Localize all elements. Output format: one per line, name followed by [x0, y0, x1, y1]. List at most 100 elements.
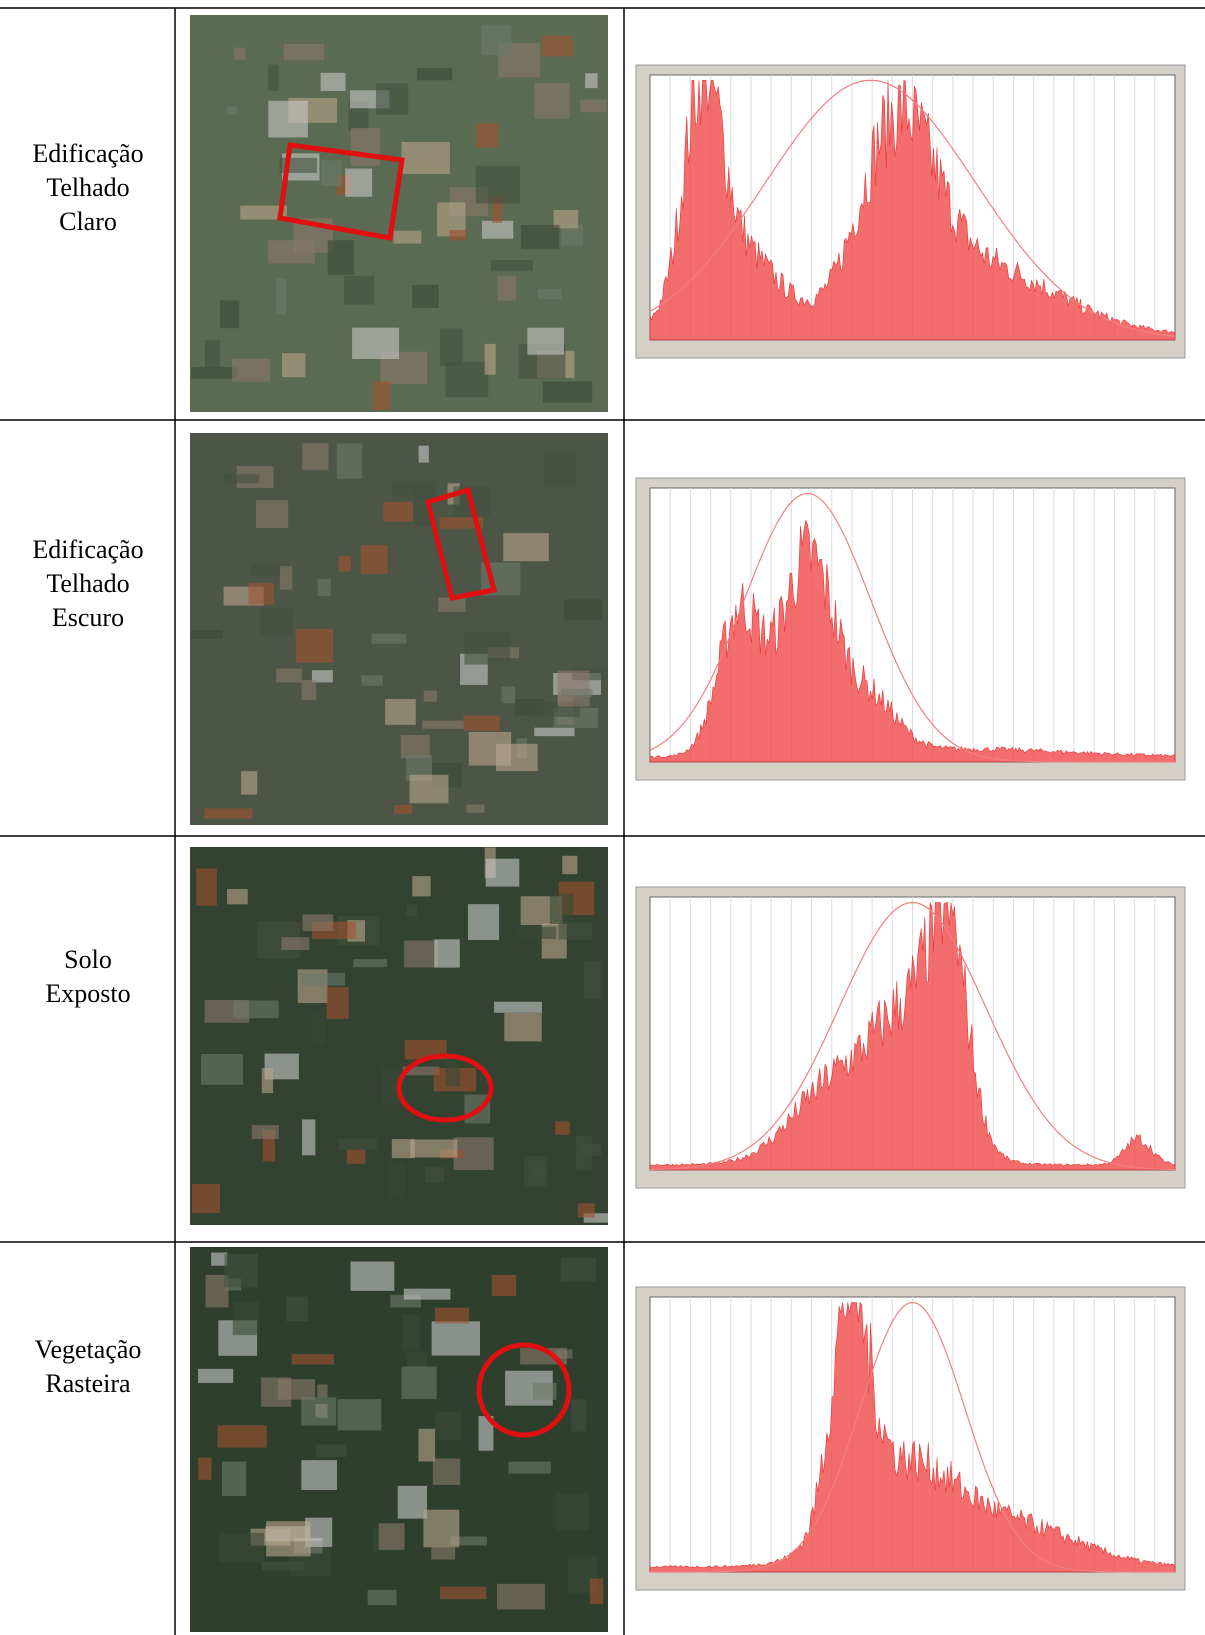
image-detail: [353, 959, 387, 967]
image-detail: [385, 699, 416, 725]
image-detail: [191, 630, 222, 638]
image-detail: [481, 25, 511, 56]
image-detail: [268, 65, 278, 91]
image-detail: [402, 1315, 419, 1351]
image-detail: [232, 359, 271, 382]
image-detail: [276, 669, 302, 683]
image-detail: [432, 1321, 480, 1355]
image-detail: [205, 340, 220, 369]
satellite-image: [190, 433, 608, 825]
image-detail: [317, 1385, 327, 1398]
image-detail: [543, 381, 593, 402]
image-detail: [445, 362, 488, 397]
image-detail: [404, 940, 438, 967]
image-detail: [491, 260, 533, 271]
image-detail: [561, 1258, 597, 1282]
image-detail: [434, 939, 459, 967]
image-detail: [424, 691, 437, 702]
image-detail: [196, 868, 217, 905]
image-detail: [248, 583, 273, 604]
image-detail: [303, 914, 334, 931]
image-detail: [198, 1369, 233, 1383]
class-label: Telhado: [46, 569, 129, 598]
image-detail: [302, 680, 317, 700]
image-detail: [544, 453, 576, 487]
image-detail: [201, 1054, 243, 1085]
image-detail: [301, 1460, 337, 1490]
image-detail: [449, 230, 466, 240]
image-detail: [463, 716, 499, 731]
image-detail: [431, 1547, 455, 1560]
image-detail: [534, 83, 569, 119]
image-detail: [220, 300, 239, 328]
image-detail: [316, 1445, 346, 1457]
image-detail: [561, 689, 593, 697]
image-detail: [486, 859, 520, 887]
satellite-image: [190, 1247, 608, 1632]
image-detail: [435, 1412, 462, 1440]
image-detail: [482, 221, 513, 239]
image-detail: [379, 1523, 405, 1550]
image-detail: [347, 1150, 365, 1164]
image-detail: [485, 344, 496, 375]
image-detail: [227, 889, 248, 904]
image-detail: [532, 1169, 545, 1177]
image-detail: [351, 128, 380, 166]
image-detail: [338, 1139, 376, 1150]
image-detail: [233, 1302, 260, 1336]
image-detail: [433, 1459, 460, 1485]
class-label: Edificação: [32, 535, 143, 564]
image-detail: [318, 579, 331, 596]
image-detail: [376, 83, 408, 114]
image-detail: [422, 721, 464, 729]
image-detail: [469, 732, 511, 766]
image-detail: [276, 279, 286, 315]
class-label: Claro: [59, 207, 117, 236]
image-detail: [394, 231, 422, 244]
image-detail: [527, 328, 564, 355]
image-detail: [440, 328, 462, 366]
histogram-image: [636, 887, 1185, 1188]
image-detail: [338, 1399, 382, 1430]
image-detail: [383, 502, 413, 522]
image-detail: [578, 1203, 595, 1217]
image-detail: [373, 382, 391, 410]
image-detail: [580, 100, 606, 113]
image-detail: [281, 937, 309, 950]
class-label: Solo: [64, 945, 112, 974]
image-detail: [302, 1119, 315, 1155]
histogram-image: [636, 1287, 1185, 1590]
image-detail: [327, 987, 349, 1019]
image-detail: [556, 1493, 589, 1530]
histogram-image: [636, 65, 1185, 358]
image-detail: [204, 808, 252, 818]
image-detail: [537, 289, 561, 299]
image-detail: [435, 1308, 469, 1324]
image-detail: [517, 927, 556, 939]
image-detail: [256, 500, 288, 528]
image-detail: [262, 1562, 304, 1571]
image-detail: [562, 856, 577, 874]
image-detail: [284, 44, 324, 60]
image-detail: [412, 876, 430, 896]
image-detail: [446, 1060, 461, 1087]
image-detail: [406, 1352, 427, 1370]
image-detail: [344, 276, 374, 305]
image-detail: [368, 1590, 397, 1605]
image-detail: [339, 556, 351, 571]
image-detail: [419, 446, 429, 463]
image-detail: [534, 728, 574, 736]
image-detail: [497, 276, 515, 301]
image-detail: [218, 1425, 267, 1447]
image-detail: [494, 1002, 542, 1013]
image-detail: [404, 1289, 451, 1300]
image-detail: [292, 1354, 334, 1364]
image-detail: [301, 1397, 336, 1425]
image-detail: [409, 775, 448, 803]
class-label: Vegetação: [35, 1335, 142, 1364]
image-detail: [401, 142, 449, 174]
satellite-image: [190, 15, 608, 412]
image-detail: [268, 101, 308, 138]
image-detail: [234, 48, 245, 60]
image-detail: [533, 1383, 557, 1400]
